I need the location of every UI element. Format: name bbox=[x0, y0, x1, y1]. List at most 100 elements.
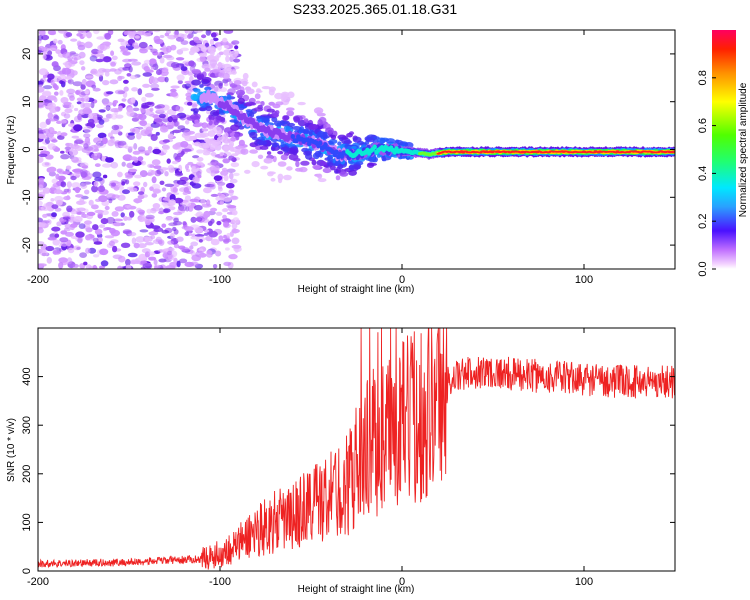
heatmap-cell bbox=[216, 220, 222, 226]
heatmap-cell bbox=[69, 223, 76, 231]
heatmap-xtick-label: 100 bbox=[575, 274, 593, 286]
heatmap-cell bbox=[102, 174, 108, 179]
heatmap-cell bbox=[142, 194, 148, 198]
heatmap-cell bbox=[231, 195, 238, 200]
heatmap-cell bbox=[72, 263, 79, 268]
heatmap-cell bbox=[231, 40, 240, 45]
heatmap-cell bbox=[77, 237, 83, 244]
heatmap-cell bbox=[295, 160, 300, 168]
heatmap-cell bbox=[203, 148, 208, 153]
heatmap-cell bbox=[335, 175, 341, 181]
heatmap-cell bbox=[280, 154, 288, 161]
heatmap-cell bbox=[217, 44, 222, 51]
heatmap-cell bbox=[295, 167, 304, 172]
heatmap-cell bbox=[161, 229, 170, 234]
heatmap-cell bbox=[176, 179, 187, 185]
heatmap-cell bbox=[162, 208, 171, 213]
colorbar-label: Normalized spectral amplitude bbox=[738, 82, 749, 217]
heatmap-cell bbox=[150, 48, 158, 53]
heatmap-cell bbox=[38, 184, 44, 191]
heatmap-cell bbox=[197, 174, 202, 179]
heatmap-cell bbox=[272, 103, 281, 109]
heatmap-cell bbox=[218, 72, 225, 78]
heatmap-cell bbox=[190, 93, 198, 101]
heatmap-cell bbox=[66, 181, 72, 189]
heatmap-cell bbox=[271, 116, 278, 123]
heatmap-cell bbox=[158, 239, 165, 246]
heatmap-cell bbox=[300, 160, 310, 166]
heatmap-cell bbox=[38, 45, 45, 51]
heatmap-cell bbox=[132, 42, 139, 48]
heatmap-cell bbox=[83, 95, 90, 103]
heatmap-cell bbox=[184, 226, 194, 232]
heatmap-cell bbox=[134, 174, 142, 179]
heatmap-cell bbox=[161, 187, 167, 192]
heatmap-cell bbox=[80, 84, 86, 90]
heatmap-cell bbox=[187, 72, 194, 76]
heatmap-cell bbox=[201, 34, 207, 39]
heatmap-cell bbox=[268, 86, 276, 93]
heatmap-cell bbox=[185, 30, 194, 34]
heatmap-cell bbox=[95, 58, 104, 63]
heatmap-cell bbox=[104, 71, 110, 77]
heatmap-cell bbox=[242, 72, 249, 80]
heatmap-cell bbox=[106, 193, 116, 199]
heatmap-cell bbox=[184, 231, 190, 236]
heatmap-cell bbox=[201, 122, 208, 129]
heatmap-cell bbox=[82, 31, 87, 38]
heatmap-cell bbox=[79, 169, 88, 176]
heatmap-cell bbox=[317, 119, 323, 126]
heatmap-cell bbox=[159, 126, 169, 133]
heatmap-cell bbox=[67, 92, 75, 98]
heatmap-cell bbox=[218, 51, 224, 56]
heatmap-cell bbox=[84, 189, 90, 195]
heatmap-ridge-cell bbox=[392, 149, 397, 155]
heatmap-cell bbox=[139, 229, 149, 233]
heatmap-cell bbox=[169, 91, 178, 97]
heatmap-cell bbox=[222, 158, 230, 164]
heatmap-cell bbox=[123, 86, 129, 92]
heatmap-cell bbox=[222, 37, 228, 43]
heatmap-cell bbox=[302, 128, 310, 135]
heatmap-cell bbox=[204, 145, 210, 149]
heatmap-cell bbox=[215, 196, 224, 201]
heatmap-cell bbox=[109, 79, 119, 85]
heatmap-cell bbox=[348, 169, 357, 176]
heatmap-cell bbox=[222, 63, 232, 70]
heatmap-cell bbox=[75, 90, 81, 95]
heatmap-cell bbox=[73, 124, 83, 132]
heatmap-cell bbox=[156, 69, 162, 76]
heatmap-cell bbox=[125, 258, 131, 266]
heatmap-cell bbox=[40, 205, 50, 211]
snr-ytick-label: 0 bbox=[21, 568, 33, 574]
heatmap-cell bbox=[124, 179, 130, 185]
snr-x-label: Height of straight line (km) bbox=[298, 584, 415, 595]
heatmap-cell bbox=[202, 63, 210, 69]
heatmap-cell bbox=[153, 264, 162, 268]
heatmap-cell bbox=[60, 119, 67, 124]
heatmap-cell bbox=[198, 106, 208, 112]
colorbar-tick-label: 0.0 bbox=[697, 261, 709, 276]
heatmap-cell bbox=[104, 33, 112, 40]
heatmap-cell bbox=[222, 138, 231, 144]
heatmap-cell bbox=[167, 240, 175, 245]
heatmap-cell bbox=[74, 186, 81, 194]
heatmap-cell bbox=[95, 123, 104, 129]
heatmap-cell bbox=[205, 30, 211, 36]
heatmap-cell bbox=[66, 239, 72, 247]
heatmap-cell bbox=[94, 163, 101, 168]
heatmap-cell bbox=[82, 102, 92, 108]
heatmap-cell bbox=[91, 185, 99, 193]
colorbar-tick-label: 0.6 bbox=[697, 118, 709, 133]
heatmap-cell bbox=[53, 38, 58, 44]
heatmap-cell bbox=[59, 90, 64, 96]
heatmap-cell bbox=[97, 185, 106, 193]
heatmap-cell bbox=[111, 124, 120, 131]
heatmap-cell bbox=[149, 76, 154, 80]
heatmap-cell bbox=[166, 247, 175, 252]
heatmap-cell bbox=[207, 130, 216, 137]
heatmap-cell bbox=[92, 254, 100, 258]
heatmap-cell bbox=[59, 80, 64, 84]
heatmap-cell bbox=[150, 134, 158, 141]
heatmap-cell bbox=[139, 170, 148, 178]
